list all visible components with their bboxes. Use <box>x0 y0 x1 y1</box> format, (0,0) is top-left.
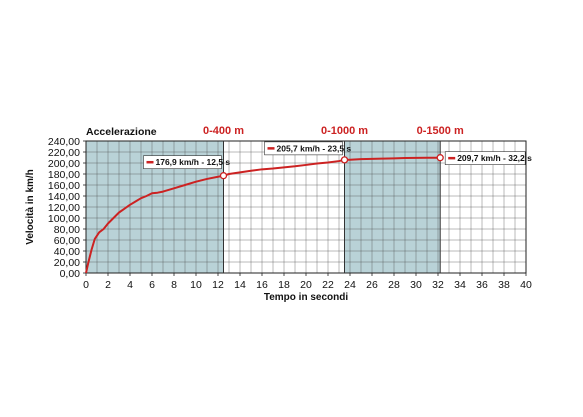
x-tick-label: 38 <box>498 279 510 291</box>
y-tick-label: 40,00 <box>54 246 80 258</box>
x-tick-label: 28 <box>388 279 400 291</box>
y-tick-label: 180,00 <box>48 169 80 181</box>
x-tick-label: 0 <box>83 279 89 291</box>
x-tick-label: 22 <box>322 279 334 291</box>
y-tick-label: 100,00 <box>48 213 80 225</box>
x-tick-label: 34 <box>454 279 466 291</box>
marker-point <box>219 172 228 180</box>
annotation-text: 176,9 km/h - 12,5 s <box>156 157 231 167</box>
y-axis-title: Velocità in km/h <box>25 169 36 245</box>
x-tick-label: 8 <box>171 279 177 291</box>
x-tick-label: 14 <box>234 279 246 291</box>
annotation-text: 209,7 km/h - 32,2 s <box>457 153 532 163</box>
y-tick-label: 220,00 <box>48 147 80 159</box>
y-tick-label: 20,00 <box>54 257 80 269</box>
x-axis-title: Tempo in secondi <box>264 292 348 303</box>
marker-point <box>340 156 349 164</box>
annotation-box <box>444 151 526 165</box>
annotation-text: 205,7 km/h - 23,5 s <box>277 143 352 153</box>
marker-point <box>436 154 444 162</box>
x-tick-label: 24 <box>344 279 356 291</box>
marker-label: 0-1500 m <box>417 125 464 137</box>
y-tick-label: 80,00 <box>54 224 80 236</box>
y-tick-label: 60,00 <box>54 235 80 247</box>
x-tick-label: 26 <box>366 279 378 291</box>
x-tick-label: 6 <box>149 279 155 291</box>
x-tick-label: 30 <box>410 279 422 291</box>
chart-title: Accelerazione <box>86 126 157 138</box>
annotation-box <box>264 141 343 156</box>
x-tick-label: 16 <box>256 279 268 291</box>
y-tick-label: 140,00 <box>48 191 80 203</box>
y-tick-label: 240,00 <box>48 136 80 148</box>
y-tick-label: 160,00 <box>48 180 80 192</box>
x-tick-label: 20 <box>300 279 312 291</box>
marker-label: 0-400 m <box>203 125 244 137</box>
x-tick-label: 2 <box>105 279 111 291</box>
x-tick-label: 12 <box>212 279 224 291</box>
y-tick-label: 0,00 <box>60 268 81 280</box>
marker-label: 0-1000 m <box>321 125 368 137</box>
x-tick-label: 10 <box>190 279 202 291</box>
annotation-box <box>143 155 222 170</box>
x-tick-label: 36 <box>476 279 488 291</box>
x-tick-label: 32 <box>432 279 444 291</box>
x-tick-label: 4 <box>127 279 133 291</box>
y-tick-label: 200,00 <box>48 158 80 170</box>
y-tick-label: 120,00 <box>48 202 80 214</box>
x-tick-label: 18 <box>278 279 290 291</box>
x-tick-label: 40 <box>520 279 532 291</box>
